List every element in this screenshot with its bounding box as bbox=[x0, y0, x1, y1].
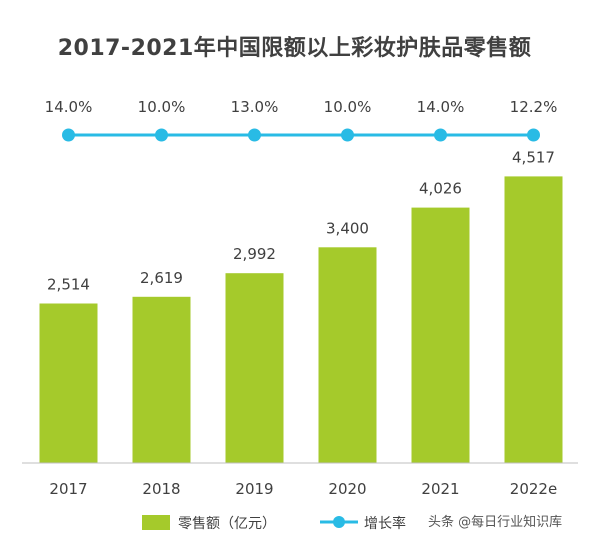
watermark-text: 头条 @每日行业知识库 bbox=[428, 515, 563, 530]
bar-value-label: 3,400 bbox=[326, 219, 369, 237]
growth-value-labels: 14.0% 10.0% 13.0% 10.0% 14.0% 12.2% bbox=[45, 98, 558, 116]
growth-point-2019 bbox=[248, 128, 261, 142]
legend-line-label: 增长率 bbox=[364, 515, 406, 532]
growth-value-label: 13.0% bbox=[231, 98, 279, 116]
bar-value-label: 2,992 bbox=[233, 245, 276, 263]
chart-title: 2017-2021年中国限额以上彩妆护肤品零售额 bbox=[57, 36, 532, 61]
bar-2021 bbox=[411, 207, 470, 463]
x-tick-label: 2017 bbox=[49, 480, 87, 498]
legend-bar-label: 零售额（亿元） bbox=[178, 516, 276, 532]
bar-value-label: 4,026 bbox=[419, 180, 462, 198]
bar-2020 bbox=[318, 247, 377, 463]
legend: 零售额（亿元） 增长率 bbox=[142, 515, 406, 532]
bar-value-label: 2,619 bbox=[140, 269, 183, 287]
growth-value-label: 12.2% bbox=[510, 98, 558, 116]
growth-value-label: 10.0% bbox=[324, 98, 372, 116]
growth-value-label: 10.0% bbox=[138, 98, 186, 116]
growth-point-2017 bbox=[62, 128, 75, 142]
growth-point-2018 bbox=[155, 128, 168, 142]
bar-2018 bbox=[132, 296, 191, 463]
growth-value-label: 14.0% bbox=[45, 98, 93, 116]
x-tick-label: 2020 bbox=[328, 480, 366, 498]
x-tick-label: 2022e bbox=[510, 480, 557, 498]
growth-point-2021 bbox=[434, 128, 447, 142]
bar-value-label: 2,514 bbox=[47, 276, 90, 294]
bar-value-label: 4,517 bbox=[512, 148, 555, 166]
growth-point-2022e bbox=[527, 128, 540, 142]
bar-2022e bbox=[504, 176, 563, 463]
growth-value-label: 14.0% bbox=[417, 98, 465, 116]
x-tick-label: 2021 bbox=[421, 480, 459, 498]
x-tick-label: 2018 bbox=[142, 480, 180, 498]
legend-bar-swatch bbox=[142, 515, 170, 530]
x-tick-label: 2019 bbox=[235, 480, 273, 498]
growth-point-2020 bbox=[341, 128, 354, 142]
bars-layer bbox=[39, 176, 563, 463]
growth-line-layer bbox=[62, 128, 540, 142]
legend-line-marker bbox=[333, 516, 345, 528]
x-axis-tick-labels: 2017 2018 2019 2020 2021 2022e bbox=[49, 480, 557, 498]
bar-2019 bbox=[225, 273, 284, 463]
bar-2017 bbox=[39, 303, 98, 463]
bar-value-labels: 2,514 2,619 2,992 3,400 4,026 4,517 bbox=[47, 148, 555, 293]
